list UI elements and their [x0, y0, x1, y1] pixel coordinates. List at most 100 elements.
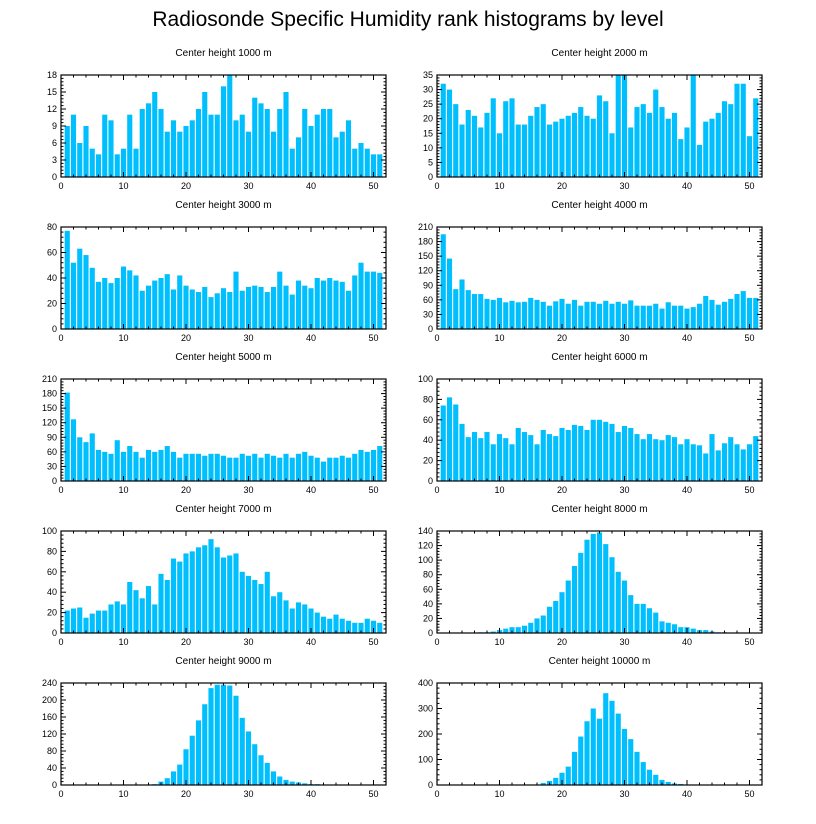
histogram-bar: [478, 127, 484, 177]
histogram-bar: [302, 783, 308, 785]
panel-title: Center height 3000 m: [175, 200, 271, 211]
y-tick-label: 400: [418, 678, 433, 688]
histogram-bar: [170, 771, 177, 785]
y-tick-label: 15: [423, 128, 433, 138]
histogram-bar: [621, 728, 628, 785]
histogram-bar: [270, 771, 277, 785]
histogram-bar: [728, 104, 734, 177]
histogram-bar: [521, 301, 528, 329]
histogram-bar: [164, 131, 170, 177]
histogram-bar: [559, 772, 565, 785]
histogram-bar: [553, 777, 559, 785]
histogram-bar: [245, 731, 252, 785]
histogram-bar: [114, 278, 120, 329]
y-tick-label: 0: [52, 172, 57, 182]
histogram-bar: [152, 451, 158, 481]
histogram-bar: [478, 438, 484, 481]
histogram-bar: [684, 308, 690, 329]
x-tick-label: 50: [368, 333, 378, 343]
histogram-bar: [77, 607, 83, 633]
histogram-bar: [114, 601, 120, 633]
histogram-bar: [208, 453, 214, 481]
histogram-bar: [640, 305, 646, 329]
histogram-bar: [646, 608, 653, 633]
histogram-bar: [740, 449, 746, 481]
histogram-bar: [202, 545, 208, 633]
histogram-bar: [628, 595, 634, 633]
histogram-bar: [195, 720, 202, 785]
histogram-bar: [70, 419, 77, 481]
histogram-bar: [615, 571, 621, 633]
histogram-bar: [665, 622, 671, 633]
histogram-bar: [89, 267, 95, 329]
x-tick-label: 40: [682, 637, 692, 647]
histogram-bar: [609, 133, 615, 177]
y-tick-label: 20: [423, 613, 433, 623]
histogram-bar: [133, 451, 139, 481]
histogram-bar: [490, 444, 496, 481]
histogram-bar: [189, 735, 195, 785]
histogram-bar: [277, 271, 283, 329]
histogram-bar: [264, 571, 270, 633]
y-tick-label: 150: [42, 403, 57, 413]
histogram-bar: [590, 301, 596, 329]
x-tick-label: 30: [619, 485, 629, 495]
x-tick-label: 30: [243, 485, 253, 495]
histogram-bar: [578, 552, 584, 633]
histogram-panel-10: Center height 10000 m 0 10 20 30 40 50 0 100 200 3…: [418, 656, 763, 799]
histogram-bar: [214, 453, 220, 481]
histogram-bar: [283, 285, 289, 329]
histogram-bar: [509, 444, 515, 481]
histogram-bar: [596, 718, 603, 785]
histogram-bar: [270, 596, 277, 633]
histogram-bar: [540, 430, 546, 481]
x-tick-label: 30: [243, 333, 253, 343]
histogram-bar: [565, 580, 571, 633]
x-tick-label: 20: [181, 637, 191, 647]
histogram-bar: [484, 112, 490, 177]
histogram-bar: [308, 455, 314, 481]
x-tick-label: 0: [434, 789, 439, 799]
histogram-bar: [709, 118, 715, 177]
histogram-bar: [565, 766, 571, 785]
y-tick-label: 20: [423, 114, 433, 124]
histogram-bar: [133, 275, 139, 329]
histogram-bar: [302, 285, 308, 329]
histogram-bar: [734, 444, 740, 481]
y-tick-label: 35: [423, 70, 433, 80]
histogram-bar: [158, 109, 164, 177]
x-tick-label: 20: [557, 333, 567, 343]
histogram-bar: [528, 435, 534, 481]
histogram-bar: [314, 114, 320, 177]
y-tick-label: 80: [47, 746, 57, 756]
y-tick-label: 40: [47, 763, 57, 773]
histogram-bar: [690, 75, 696, 177]
y-tick-label: 120: [418, 541, 433, 551]
histogram-bar: [320, 461, 327, 481]
histogram-bar: [345, 457, 352, 481]
histogram-bar: [584, 115, 590, 177]
histogram-bar: [653, 89, 659, 177]
histogram-bar: [590, 118, 596, 177]
x-tick-label: 10: [494, 485, 504, 495]
histogram-bar: [327, 618, 333, 633]
histogram-bar: [233, 120, 239, 177]
y-tick-label: 120: [42, 729, 57, 739]
y-tick-label: 60: [47, 447, 57, 457]
histogram-bar: [496, 434, 503, 481]
histogram-bar: [139, 290, 145, 329]
histogram-bar: [578, 107, 584, 177]
histogram-bar: [703, 121, 709, 177]
x-tick-label: 30: [243, 637, 253, 647]
histogram-bar: [308, 608, 314, 633]
histogram-bar: [295, 602, 302, 633]
histogram-bar: [615, 301, 621, 329]
histogram-bar: [534, 107, 540, 177]
y-tick-label: 20: [47, 299, 57, 309]
y-tick-label: 60: [47, 567, 57, 577]
histogram-bar: [177, 561, 183, 633]
x-tick-label: 20: [557, 637, 567, 647]
histogram-bar: [170, 558, 177, 633]
histogram-bar: [628, 427, 634, 481]
